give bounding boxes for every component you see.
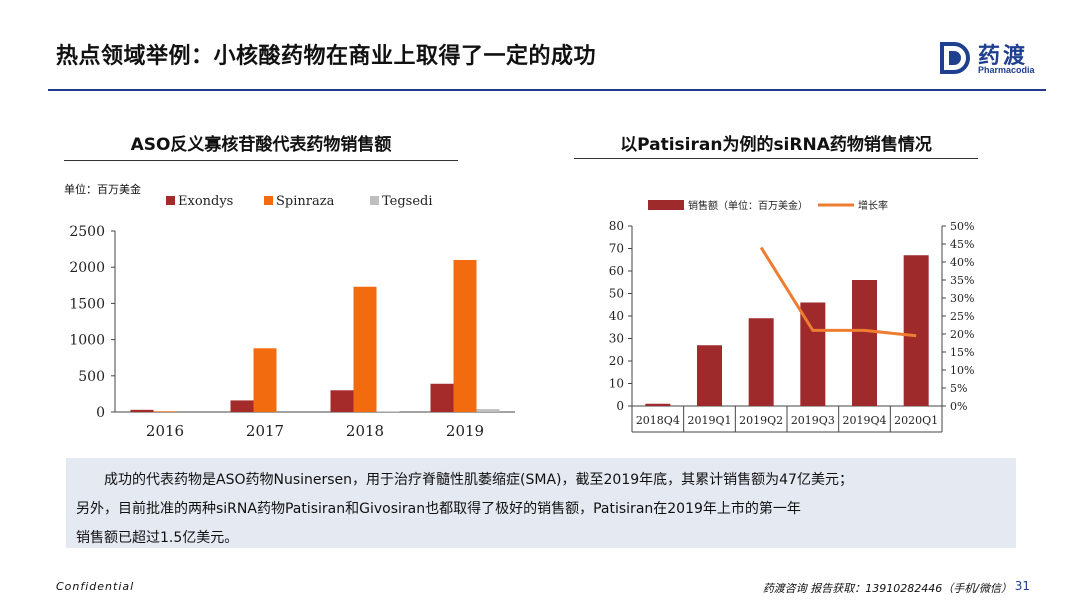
right-chart-title-rule (574, 158, 978, 159)
y-left-tick-label: 10 (609, 377, 624, 391)
legend-swatch-exondys (166, 196, 175, 205)
y-right-tick-label: 20% (950, 328, 974, 341)
x-tick-label: 2020Q1 (894, 414, 938, 427)
y-right-tick-label: 35% (950, 274, 974, 287)
bar-tegsedi-2019 (476, 409, 500, 412)
legend-swatch-tegsedi (370, 196, 379, 205)
y-right-tick-label: 10% (950, 364, 974, 377)
bar-spinraza-2016 (153, 411, 177, 412)
legend-label-exondys: Exondys (178, 194, 233, 209)
summary-line-3: 销售额已超过1.5亿美元。 (76, 530, 239, 546)
bar-spinraza-2019 (453, 259, 477, 412)
aso-sales-chart: Exondys Spinraza Tegsedi 0 500 1000 1500 2000 25… (69, 194, 515, 440)
legend-swatch-spinraza (264, 196, 273, 205)
x-tick-label: 2019Q1 (687, 414, 731, 427)
y-right-tick-label: 25% (950, 310, 974, 323)
right-chart-title: 以Patisiran为例的siRNA药物销售情况 (620, 135, 932, 155)
pharmacodia-logo-icon (940, 42, 970, 74)
left-chart-title: ASO反义寡核苷酸代表药物销售额 (130, 135, 392, 155)
footer-contact: 药渡咨询 报告获取：13910282446（手机/微信） (762, 582, 1012, 595)
left-chart-title-rule (64, 160, 458, 161)
summary-line-2: 另外，目前批准的两种siRNA药物Patisiran和Givosiran也都取得… (76, 501, 801, 517)
y-right-tick-label: 50% (950, 220, 974, 233)
y-left-tick-label: 70 (609, 242, 624, 256)
page-title: 热点领域举例：小核酸药物在商业上取得了一定的成功 (56, 44, 597, 69)
bar-exondys-2019 (430, 383, 454, 412)
footer-confidential: Confidential (56, 580, 135, 593)
bar-sales-2019Q1 (697, 345, 722, 406)
bar-sales-2019Q4 (852, 280, 877, 406)
legend-label-spinraza: Spinraza (276, 194, 335, 209)
x-tick-label: 2018 (346, 422, 384, 440)
bar-spinraza-2018 (353, 286, 377, 412)
y-right-tick-label: 15% (950, 346, 974, 359)
y-tick-label: 1000 (69, 333, 105, 349)
bar-sales-2020Q1 (903, 255, 929, 406)
bar-exondys-2018 (330, 390, 354, 412)
bar-sales-2018Q4 (645, 403, 671, 406)
left-chart-unit: 单位：百万美金 (64, 183, 141, 196)
y-right-tick-label: 30% (950, 292, 974, 305)
summary-box: 成功的代表药物是ASO药物Nusinersen，用于治疗脊髓性肌萎缩症(SMA)… (66, 458, 1016, 548)
logo-text-en: Pharmacodia (978, 65, 1035, 75)
summary-line-1: 成功的代表药物是ASO药物Nusinersen，用于治疗脊髓性肌萎缩症(SMA)… (104, 472, 853, 488)
bar-exondys-2017 (230, 400, 254, 412)
y-tick-label: 500 (78, 369, 105, 385)
x-tick-label: 2017 (246, 422, 284, 440)
bar-exondys-2016 (130, 409, 154, 412)
x-tick-label: 2019Q2 (739, 414, 783, 427)
x-tick-label: 2018Q4 (636, 414, 680, 427)
y-left-tick-label: 60 (609, 264, 624, 278)
y-left-tick-label: 20 (609, 354, 624, 368)
y-tick-label: 1500 (69, 296, 105, 312)
legend-label-tegsedi: Tegsedi (382, 194, 433, 209)
x-tick-label: 2019 (446, 422, 484, 440)
y-right-tick-label: 0% (950, 400, 967, 413)
y-left-tick-label: 0 (616, 399, 624, 413)
y-left-tick-label: 50 (609, 287, 624, 301)
y-left-tick-label: 30 (609, 332, 624, 346)
bar-sales-2019Q2 (748, 318, 774, 406)
y-tick-label: 0 (96, 405, 105, 421)
x-tick-label: 2016 (146, 422, 184, 440)
growth-rate-line (759, 246, 917, 338)
page-number: 31 (1014, 579, 1030, 593)
y-tick-label: 2000 (69, 260, 105, 276)
bar-tegsedi-2018 (376, 411, 400, 412)
legend-label-sales: 销售额（单位：百万美金） (688, 199, 808, 212)
y-tick-label: 2500 (69, 224, 105, 240)
bar-spinraza-2017 (253, 348, 277, 412)
logo-text-cn: 药渡 (978, 44, 1029, 69)
legend-swatch-sales (648, 200, 684, 210)
y-left-tick-label: 80 (609, 219, 624, 233)
y-left-tick-label: 40 (609, 309, 624, 323)
x-tick-label: 2019Q3 (791, 414, 835, 427)
legend-label-growth: 增长率 (858, 199, 888, 212)
y-right-tick-label: 45% (950, 238, 974, 251)
patisiran-sales-chart: 销售额（单位：百万美金） 增长率 0 10 20 30 40 50 60 70 80 0% 5% 10% 1… (609, 199, 974, 433)
brand-logo: 药渡 Pharmacodia (938, 38, 1048, 82)
title-divider (48, 89, 1046, 91)
y-right-tick-label: 40% (950, 256, 974, 269)
y-right-tick-label: 5% (950, 382, 967, 395)
x-tick-label: 2019Q4 (842, 414, 886, 427)
